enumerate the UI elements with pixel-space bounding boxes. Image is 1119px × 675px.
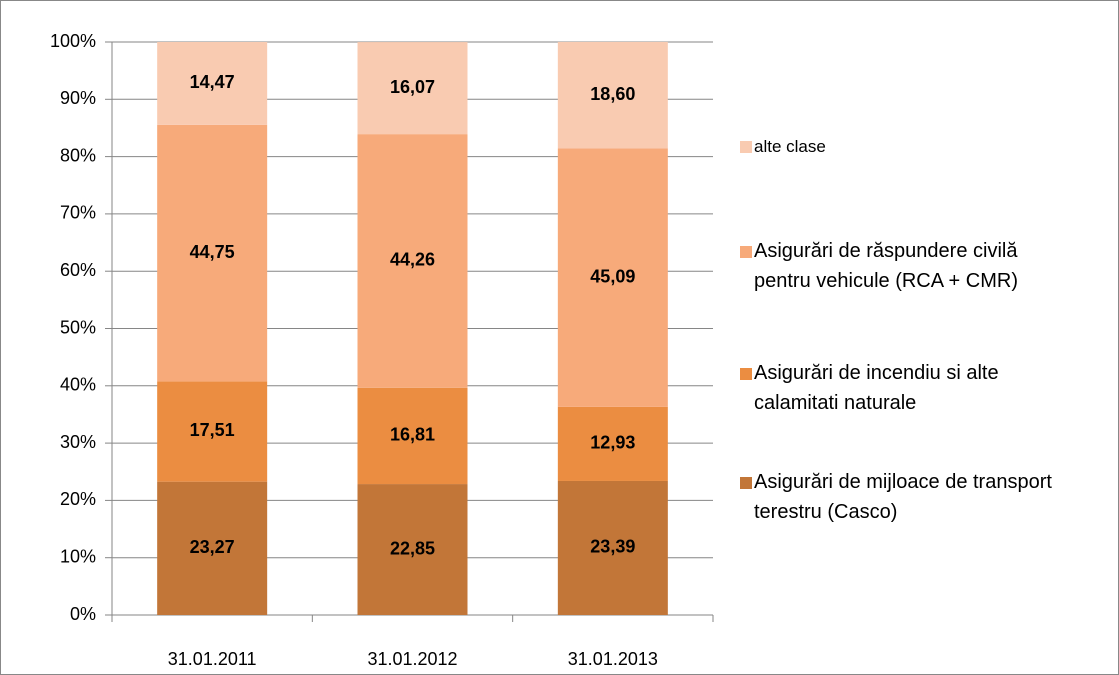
legend-item: alte clase [740, 132, 1090, 162]
y-tick-label: 40% [60, 375, 96, 395]
legend-label: Asigurări de mijloace de transport teres… [754, 471, 1052, 523]
bar-segment [157, 124, 268, 382]
data-label: 17,51 [190, 420, 235, 440]
legend-label: Asigurări de incendiu si alte calamitati… [754, 362, 999, 414]
y-tick-label: 30% [60, 432, 96, 452]
legend-swatch [740, 246, 752, 258]
legend-swatch [740, 368, 752, 380]
bar-segment [357, 42, 468, 135]
x-tick-label: 31.01.2013 [568, 649, 658, 669]
bar-segment [557, 406, 668, 481]
y-tick-label: 0% [70, 604, 96, 624]
data-label: 23,39 [590, 537, 635, 557]
y-tick-label: 60% [60, 260, 96, 280]
bar-segment [157, 42, 268, 125]
y-tick-label: 50% [60, 317, 96, 337]
bar-segment [357, 387, 468, 485]
data-label: 23,27 [190, 537, 235, 557]
data-label: 45,09 [590, 266, 635, 286]
data-label: 16,07 [390, 77, 435, 97]
bar-segment [557, 148, 668, 407]
x-tick-label: 31.01.2011 [168, 649, 257, 669]
y-tick-label: 100% [50, 31, 96, 51]
bar-segment [557, 41, 668, 149]
legend-swatch [740, 477, 752, 489]
y-tick-label: 20% [60, 489, 96, 509]
legend-item: Asigurări de răspundere civilă pentru ve… [740, 236, 1090, 296]
data-label: 22,85 [390, 538, 435, 558]
y-tick-label: 70% [60, 203, 96, 223]
data-label: 12,93 [590, 433, 635, 453]
legend-label: alte clase [754, 137, 826, 156]
y-tick-label: 90% [60, 88, 96, 108]
bar-segment [357, 134, 468, 388]
data-label: 44,75 [190, 242, 235, 262]
legend-item: Asigurări de incendiu si alte calamitati… [740, 358, 1090, 418]
legend-item: Asigurări de mijloace de transport teres… [740, 467, 1090, 527]
data-label: 16,81 [390, 425, 435, 445]
data-label: 14,47 [190, 72, 235, 92]
bar-segment [557, 480, 668, 615]
y-tick-label: 10% [60, 546, 96, 566]
y-tick-label: 80% [60, 145, 96, 165]
bar-segment [157, 481, 268, 615]
legend-swatch [740, 141, 752, 153]
bar-segment [157, 381, 268, 482]
bar-segment [357, 484, 468, 615]
data-label: 18,60 [590, 84, 635, 104]
legend-label: Asigurări de răspundere civilă pentru ve… [754, 240, 1018, 292]
data-label: 44,26 [390, 250, 435, 270]
x-tick-label: 31.01.2012 [367, 649, 457, 669]
